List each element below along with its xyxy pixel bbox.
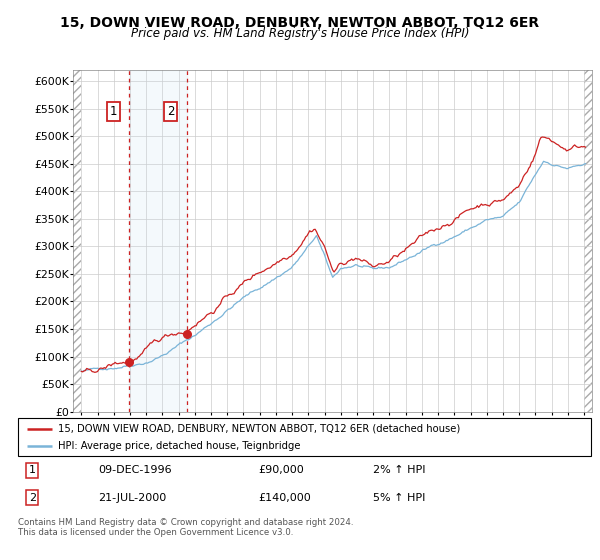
- Text: 21-JUL-2000: 21-JUL-2000: [98, 492, 166, 502]
- Text: Price paid vs. HM Land Registry's House Price Index (HPI): Price paid vs. HM Land Registry's House …: [131, 27, 469, 40]
- Text: 2% ↑ HPI: 2% ↑ HPI: [373, 465, 426, 475]
- Text: 2: 2: [167, 105, 174, 118]
- Text: 15, DOWN VIEW ROAD, DENBURY, NEWTON ABBOT, TQ12 6ER: 15, DOWN VIEW ROAD, DENBURY, NEWTON ABBO…: [61, 16, 539, 30]
- Text: £90,000: £90,000: [259, 465, 304, 475]
- Text: 15, DOWN VIEW ROAD, DENBURY, NEWTON ABBOT, TQ12 6ER (detached house): 15, DOWN VIEW ROAD, DENBURY, NEWTON ABBO…: [58, 423, 460, 433]
- Bar: [584, 70, 592, 412]
- FancyBboxPatch shape: [18, 418, 591, 456]
- Text: 5% ↑ HPI: 5% ↑ HPI: [373, 492, 425, 502]
- Bar: [73, 70, 82, 412]
- Text: HPI: Average price, detached house, Teignbridge: HPI: Average price, detached house, Teig…: [58, 441, 301, 451]
- Text: 2: 2: [29, 492, 36, 502]
- Text: 1: 1: [29, 465, 36, 475]
- Text: 1: 1: [110, 105, 118, 118]
- Text: £140,000: £140,000: [259, 492, 311, 502]
- Bar: [128, 70, 187, 412]
- Text: Contains HM Land Registry data © Crown copyright and database right 2024.
This d: Contains HM Land Registry data © Crown c…: [18, 518, 353, 538]
- Text: 09-DEC-1996: 09-DEC-1996: [98, 465, 172, 475]
